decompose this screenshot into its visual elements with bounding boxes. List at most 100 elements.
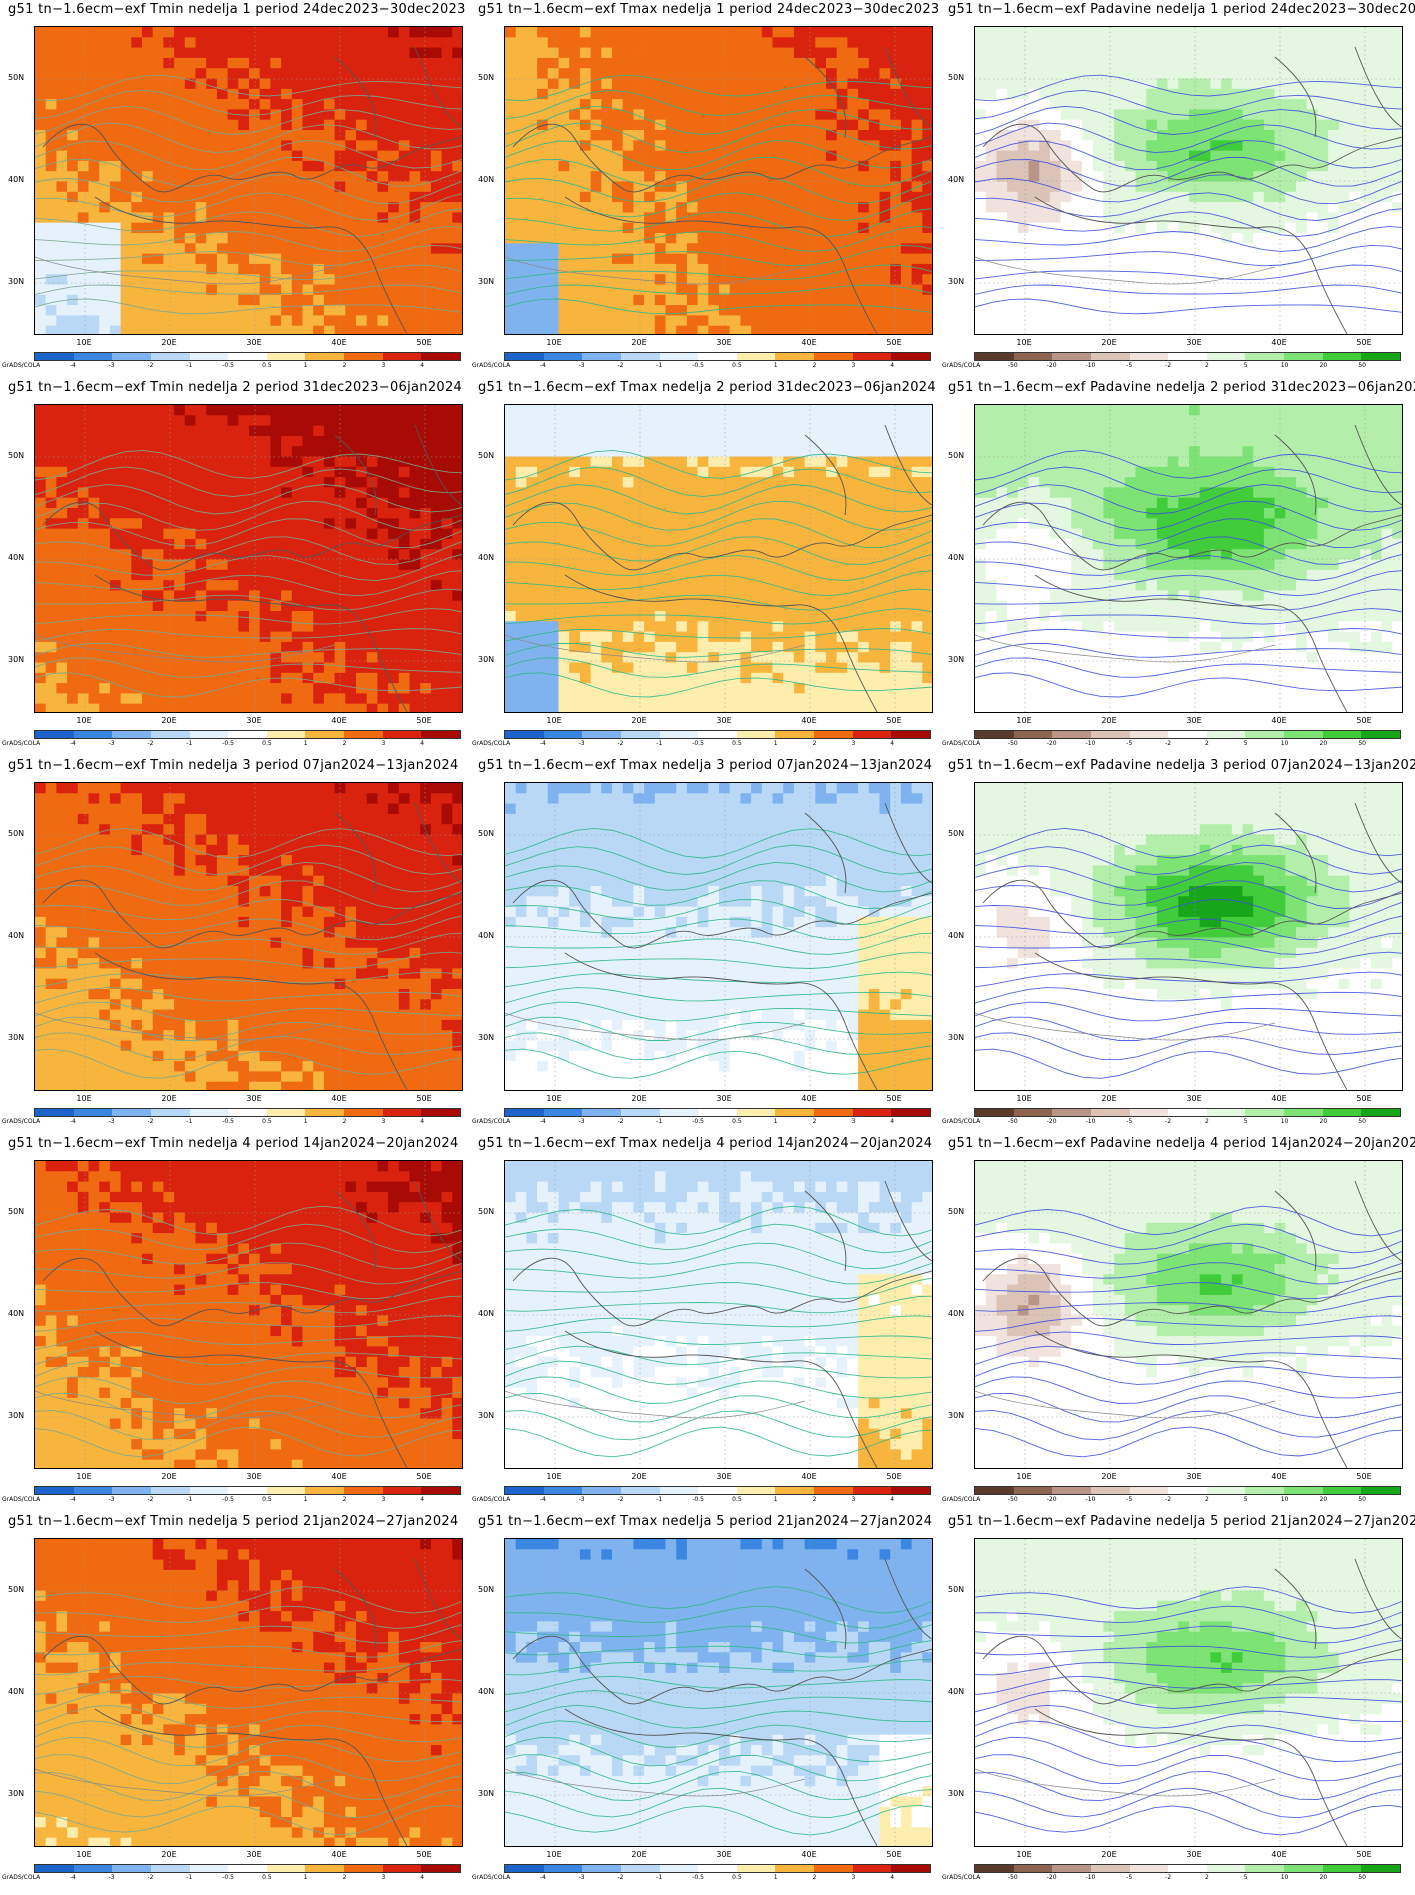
colorbar-segment [1245,1109,1285,1116]
lon-tick-label: 10E [546,1850,562,1859]
map-svg [505,783,932,1090]
colorbar-level-label: -3 [578,362,585,369]
lon-tick-label: 40E [1271,338,1287,347]
colorbar-segment [189,1109,229,1116]
lon-tick-label: 30E [716,1850,732,1859]
map-panel: g51 tn−1.6ecm−exf Padavine nedelja 1 per… [940,0,1415,380]
panel-title: g51 tn−1.6ecm−exf Padavine nedelja 2 per… [948,380,1415,395]
colorbar-segment [698,1487,737,1494]
coastlines [505,1180,932,1468]
colorbar-segment [1284,353,1323,360]
colorbar-segment [775,1865,815,1872]
lon-tick-label: 10E [1016,338,1032,347]
shaded-field [975,27,1402,334]
colorbar-level-label: -4 [539,1496,546,1503]
colorbar-segment [852,1865,892,1872]
map-plot-area [504,782,933,1091]
colorbar-segment [736,353,776,360]
colorbar [974,1486,1401,1495]
colorbar-segment [814,353,853,360]
colorbar-segment [1168,353,1207,360]
lon-tick-label: 50E [886,1850,902,1859]
contour-lines [975,1586,1402,1836]
panel-title: g51 tn−1.6ecm−exf Tmin nedelja 1 period … [8,2,466,17]
lon-tick-label: 10E [1016,1472,1032,1481]
colorbar-segment [1090,1487,1130,1494]
colorbar-segment [1013,353,1053,360]
colorbar-level-label: 0.5 [262,1118,272,1125]
map-plot-area [34,1538,463,1847]
colorbar-level-label: -1 [656,740,663,747]
colorbar-segment [1013,731,1053,738]
colorbar-level-label: 3 [381,1496,386,1503]
colorbar-level-label: -2 [1165,1874,1172,1881]
graticule [35,1539,462,1846]
colorbar-level-label: -3 [108,1874,115,1881]
map-panel: g51 tn−1.6ecm−exf Tmin nedelja 1 period … [0,0,468,380]
graticule [975,1161,1402,1468]
lat-tick-label: 30N [478,277,495,286]
colorbar-segment [35,1865,74,1872]
colorbar-segment [1168,1109,1207,1116]
grads-credit: GrADS/COLA [942,1874,981,1881]
colorbar-segment [814,1109,853,1116]
lon-tick-label: 40E [801,338,817,347]
map-plot-area [34,26,463,335]
grads-credit: GrADS/COLA [942,1118,981,1125]
panel-title: g51 tn−1.6ecm−exf Tmax nedelja 5 period … [478,1514,933,1529]
colorbar-level-label: -3 [578,1874,585,1881]
colorbar-segment [1206,1487,1246,1494]
colorbar-level-label: 5 [1243,740,1248,747]
shaded-field [975,1161,1402,1468]
colorbar-level-label: 2 [812,1874,817,1881]
colorbar-level-label: 4 [890,1874,895,1881]
colorbar-segment [35,1109,74,1116]
colorbar [34,1486,461,1495]
colorbar [974,352,1401,361]
colorbar-level-label: -4 [69,1118,76,1125]
colorbar-segment [344,731,383,738]
colorbar-segment [1245,1487,1285,1494]
colorbar-segment [1129,1109,1169,1116]
colorbar-level-label: -3 [108,740,115,747]
colorbar-level-label: 2 [1204,1118,1209,1125]
map-panel: g51 tn−1.6ecm−exf Tmin nedelja 5 period … [0,1512,468,1892]
graticule [35,783,462,1090]
lat-tick-label: 30N [948,277,965,286]
lat-tick-label: 30N [478,1411,495,1420]
colorbar-segment [1013,1109,1053,1116]
graticule [975,783,1402,1090]
lon-tick-label: 50E [886,338,902,347]
lon-tick-label: 20E [1101,716,1117,725]
colorbar-level-label: 20 [1319,1118,1328,1125]
colorbar-segment [150,1487,190,1494]
colorbar-segment [382,1487,422,1494]
map-plot-area [504,1538,933,1847]
colorbar-segment [891,353,931,360]
lon-tick-label: 20E [161,1472,177,1481]
colorbar-segment [1129,353,1169,360]
colorbar-level-label: -2 [147,1874,154,1881]
colorbar-level-label: 10 [1280,1118,1289,1125]
colorbar-level-label: -0.5 [692,740,704,747]
colorbar-segment [698,1865,737,1872]
colorbar-level-label: -4 [69,362,76,369]
colorbar-level-label: 2 [342,740,347,747]
lon-tick-label: 10E [76,1472,92,1481]
lon-tick-label: 50E [416,338,432,347]
colorbar-segment [1361,1487,1401,1494]
colorbar-segment [1168,731,1207,738]
colorbar-segment [421,1109,461,1116]
lat-tick-label: 50N [8,73,25,82]
colorbar-level-label: -1 [186,1118,193,1125]
shaded-field [505,1539,932,1846]
colorbar-level-label: 0.5 [732,1118,742,1125]
colorbar-segment [266,1487,306,1494]
colorbar-segment [1245,1865,1285,1872]
lat-tick-label: 50N [478,829,495,838]
colorbar-level-label: 5 [1243,1874,1248,1881]
lon-tick-label: 30E [716,338,732,347]
lat-tick-label: 40N [478,175,495,184]
lon-tick-label: 30E [1186,338,1202,347]
colorbar-segment [505,353,544,360]
